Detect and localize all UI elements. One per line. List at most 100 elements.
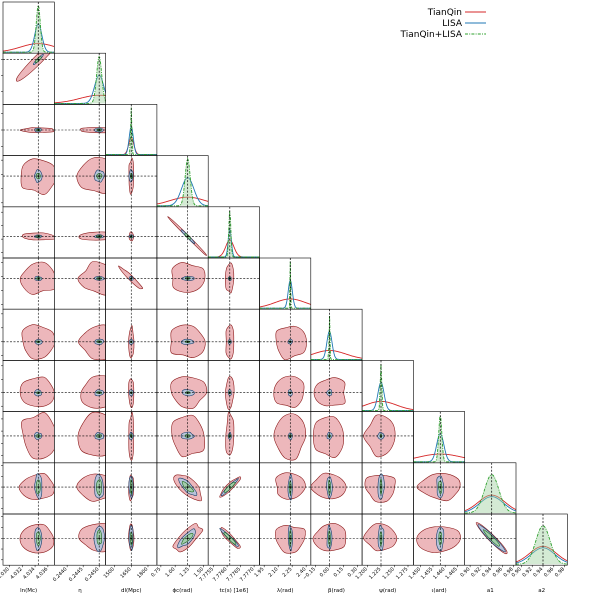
hist-lisa-4 — [208, 227, 260, 258]
truth-point-9-5 — [289, 486, 292, 488]
truth-point-5-1 — [98, 277, 101, 280]
x-axis-label-3: ϕc(rad) — [173, 588, 193, 594]
panel-7-4 — [208, 360, 260, 412]
y-tick-label-9-1: 0.92 — [0, 495, 2, 507]
panel-2-0 — [3, 104, 55, 156]
panel-8-3 — [156, 411, 209, 463]
truth-point-5-4 — [228, 277, 231, 280]
panel-9-2 — [105, 462, 157, 514]
hist-tianqin-8 — [413, 453, 465, 459]
panel-9-8 — [413, 462, 465, 514]
truth-point-10-3 — [186, 537, 189, 540]
panel-10-0 — [3, 514, 55, 566]
truth-point-10-7 — [380, 537, 382, 540]
truth-point-10-8 — [439, 537, 442, 540]
x-tick-label-6-2: 0.15 — [333, 566, 345, 578]
panel-6-5 — [259, 309, 311, 361]
legend-label-2: TianQin+LISA — [400, 30, 463, 40]
y-tick-label-8-2: 1.460 — [0, 428, 2, 442]
panel-3-1 — [54, 155, 106, 207]
x-tick-label-10-2: 0.94 — [532, 566, 544, 578]
truth-point-3-2 — [130, 175, 133, 177]
y-tick-label-5-0: 1.95 — [0, 302, 2, 314]
truth-point-9-6 — [328, 486, 331, 488]
panel-8-4 — [208, 411, 260, 463]
hist-fill-tianqin-lisa-2 — [105, 107, 157, 155]
truth-point-6-4 — [228, 340, 231, 343]
x-tick-label-9-3: 0.96 — [492, 566, 504, 578]
x-tick-label-3-2: 1.25 — [179, 566, 191, 578]
panel-5-2 — [105, 258, 157, 310]
panel-7-5 — [259, 360, 311, 412]
truth-point-5-0 — [37, 277, 40, 280]
truth-point-8-3 — [186, 435, 189, 437]
hist-tianqin-lisa-1 — [54, 56, 106, 104]
x-tick-label-7-1: 1.225 — [368, 566, 382, 580]
x-tick-label-1-2: 0.2450 — [84, 566, 101, 583]
panel-9-6 — [310, 462, 363, 514]
truth-point-6-5 — [289, 340, 292, 343]
truth-point-9-0 — [37, 486, 40, 488]
truth-point-6-1 — [98, 340, 101, 343]
x-tick-label-8-0: 1.450 — [408, 566, 422, 580]
truth-point-9-1 — [98, 486, 101, 488]
panel-4-0 — [3, 206, 55, 258]
y-tick-label-2-0: 1500 — [0, 144, 2, 157]
panel-7-2 — [105, 360, 157, 412]
panel-10-6 — [310, 514, 363, 566]
x-tick-label-6-1: 0.00 — [319, 566, 331, 578]
hist-lisa-6 — [310, 330, 363, 360]
hist-tianqin-lisa-10 — [516, 525, 568, 565]
hist-tianqin-lisa-5 — [259, 261, 311, 309]
truth-point-6-3 — [186, 340, 189, 343]
panel-9-1 — [54, 462, 106, 514]
hist-lisa-7 — [362, 381, 414, 412]
x-tick-label-1-0: 0.2440 — [52, 566, 69, 583]
panel-8-8 — [413, 411, 465, 463]
panel-6-2 — [105, 309, 157, 361]
y-tick-label-4-1: 7.7760 — [0, 236, 2, 253]
contour-tianqin-1-0 — [15, 53, 51, 82]
panel-4-3 — [156, 206, 209, 258]
truth-point-7-6 — [328, 391, 331, 394]
panel-6-1 — [54, 309, 106, 361]
x-tick-label-9-0: 0.90 — [459, 566, 471, 578]
contour-tianqin-8-1 — [77, 411, 106, 457]
legend-label-0: TianQin — [427, 8, 462, 18]
x-tick-label-10-1: 0.92 — [521, 566, 533, 578]
y-tick-label-10-3: 0.96 — [0, 525, 2, 537]
truth-point-7-0 — [37, 391, 40, 394]
y-tick-label-6-1: 0.00 — [0, 339, 2, 351]
truth-point-7-4 — [228, 391, 231, 394]
panel-10-7 — [362, 514, 414, 566]
hist-fill-tianqin-lisa-6 — [310, 315, 363, 360]
y-tick-label-6-2: 0.15 — [0, 325, 2, 337]
truth-point-8-1 — [98, 435, 101, 437]
truth-point-9-3 — [186, 486, 189, 488]
x-tick-label-10-4: 0.98 — [554, 566, 566, 578]
hist-tianqin-lisa-3 — [156, 157, 209, 207]
y-tick-label-1-2: 0.2450 — [0, 57, 2, 74]
panel-8-2 — [105, 411, 157, 463]
y-tick-label-10-1: 0.92 — [0, 546, 2, 558]
panel-10-4 — [208, 514, 260, 566]
hist-fill-tianqin-lisa-5 — [259, 261, 311, 309]
panel-5-3 — [156, 258, 209, 310]
x-tick-label-2-1: 1650 — [119, 566, 132, 579]
y-tick-label-5-1: 2.10 — [0, 288, 2, 300]
x-tick-label-7-2: 1.250 — [382, 566, 396, 580]
y-tick-label-9-2: 0.94 — [0, 484, 2, 496]
truth-point-4-0 — [37, 235, 40, 238]
panel-3-0 — [3, 155, 55, 207]
panel-5-4 — [208, 258, 260, 310]
hist-tianqin-1 — [54, 94, 106, 104]
hist-tianqin-6 — [310, 350, 363, 359]
panel-6-0 — [3, 309, 55, 361]
hist-tianqin-lisa-2 — [105, 107, 157, 156]
panel-2-1 — [54, 104, 106, 156]
hist-tianqin-0 — [3, 43, 55, 52]
panel-8-7 — [362, 411, 414, 463]
truth-point-9-8 — [439, 486, 442, 488]
truth-point-5-3 — [186, 277, 189, 280]
